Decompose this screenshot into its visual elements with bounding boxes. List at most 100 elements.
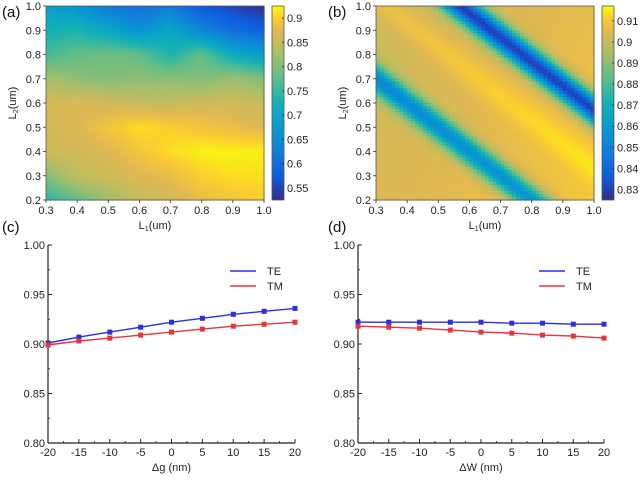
heatmap-cell (453, 148, 459, 153)
heatmap-cell (426, 190, 432, 195)
heatmap-cell (123, 33, 129, 37)
heatmap-cell (57, 196, 63, 201)
heatmap-cell (147, 115, 152, 119)
heatmap-cell (57, 63, 63, 68)
heatmap-cell (422, 139, 428, 144)
heatmap-cell (112, 27, 117, 31)
heatmap-cell (69, 45, 74, 50)
heatmap-cell (418, 145, 424, 150)
heatmap-cell (236, 36, 242, 40)
heatmap-cell (256, 45, 261, 50)
heatmap-cell (407, 48, 412, 53)
heatmap-cell (170, 75, 176, 80)
heatmap-cell (143, 121, 148, 125)
heatmap-cell (391, 112, 397, 116)
heatmap-panel-b: 0.3 0.4 0.5 0.6 0.7 0.8 0.9 1.00.20.30.40.50.60… (337, 1, 638, 233)
heatmap-cell (383, 154, 389, 159)
heatmap-cell (248, 18, 253, 22)
heatmap-cell (73, 45, 78, 50)
heatmap-cell (387, 84, 393, 89)
heatmap-cell (166, 90, 172, 95)
heatmap-cell (236, 33, 242, 37)
heatmap-cell (379, 169, 385, 174)
heatmap-cell (244, 178, 250, 183)
heatmap-cell (162, 178, 168, 183)
heatmap-cell (53, 93, 59, 98)
heatmap-cell (135, 63, 141, 68)
heatmap-cell (57, 90, 63, 95)
heatmap-cell (403, 145, 408, 150)
heatmap-cell (442, 69, 447, 74)
heatmap-cell (147, 24, 152, 28)
heatmap-cell (391, 172, 397, 177)
heatmap-cell (162, 81, 168, 86)
heatmap-cell (430, 12, 435, 16)
heatmap-cell (221, 42, 226, 47)
heatmap-cell (166, 163, 172, 168)
heatmap-cell (240, 115, 246, 119)
heatmap-cell (395, 145, 400, 150)
heatmap-cell (190, 163, 195, 168)
heatmap-cell (151, 115, 156, 119)
heatmap-cell (190, 24, 195, 28)
heatmap-cell (112, 124, 117, 128)
heatmap-cell (391, 99, 397, 104)
heatmap-cell (236, 39, 242, 43)
heatmap-cell (193, 106, 199, 110)
heatmap-cell (147, 36, 152, 40)
heatmap-cell (403, 118, 408, 122)
heatmap-cell (232, 99, 238, 104)
heatmap-cell (228, 109, 234, 113)
heatmap-cell (123, 124, 129, 128)
heatmap-cell (108, 130, 113, 134)
heatmap-cell (84, 178, 90, 183)
heatmap-cell (77, 24, 82, 28)
heatmap-cell (104, 172, 109, 177)
heatmap-cell (139, 51, 144, 56)
heatmap-cell (46, 109, 51, 113)
heatmap-cell (46, 6, 51, 10)
heatmap-cell (376, 57, 381, 62)
heatmap-cell (407, 75, 412, 80)
heatmap-cell (178, 81, 183, 86)
heatmap-cell (414, 51, 420, 56)
colorbar-tick-label: 0.75 (287, 86, 308, 98)
heatmap-cell (217, 133, 222, 137)
heatmap-cell (193, 54, 199, 59)
heatmap-cell (407, 78, 412, 83)
heatmap-cell (232, 63, 238, 68)
heatmap-cell (123, 163, 129, 168)
heatmap-cell (430, 196, 435, 201)
heatmap-cell (407, 130, 412, 134)
heatmap-cell (213, 178, 218, 183)
heatmap-cell (260, 178, 265, 183)
heatmap-cell (379, 63, 385, 68)
heatmap-cell (186, 136, 191, 140)
heatmap-cell (53, 196, 59, 201)
heatmap-cell (434, 69, 439, 74)
heatmap-cell (53, 51, 59, 56)
heatmap-cell (57, 130, 63, 134)
heatmap-cell (422, 81, 428, 86)
heatmap-cell (162, 142, 168, 147)
heatmap-cell (395, 103, 400, 107)
heatmap-cell (186, 93, 191, 98)
heatmap-cell (88, 93, 94, 98)
heatmap-cell (123, 136, 129, 140)
heatmap-cell (65, 78, 70, 83)
heatmap-cell (96, 72, 102, 77)
heatmap-cell (252, 15, 257, 19)
heatmap-cell (57, 172, 63, 177)
heatmap-cell (108, 78, 113, 83)
heatmap-cell (61, 109, 67, 113)
heatmap-cell (244, 142, 250, 147)
heatmap-cell (112, 24, 117, 28)
heatmap-cell (57, 160, 63, 165)
heatmap-cell (383, 24, 389, 28)
heatmap-cell (442, 190, 447, 195)
heatmap-cell (147, 178, 152, 183)
heatmap-cell (84, 112, 90, 116)
heatmap-cell (155, 118, 160, 122)
heatmap-cell (379, 30, 385, 34)
heatmap-cell (49, 160, 55, 165)
